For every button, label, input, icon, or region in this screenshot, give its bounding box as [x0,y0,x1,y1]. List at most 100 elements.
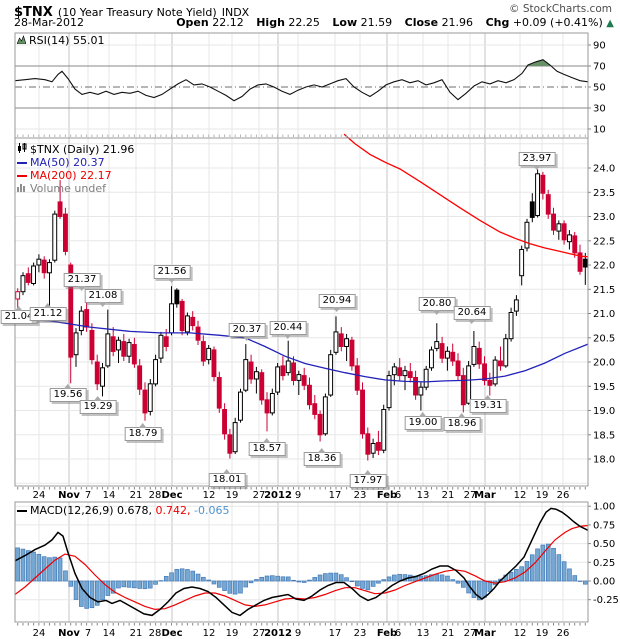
svg-text:22.0: 22.0 [593,261,615,272]
ma50-swatch-icon [17,161,27,164]
svg-text:23: 23 [354,628,367,639]
macd-legend-name: MACD(12,26,9) [30,504,114,517]
price-annotation: 17.97 [349,470,387,488]
open-value: 22.12 [212,16,244,29]
price-legend-label: $TNX (Daily) 21.96 [30,143,135,156]
quote-line: Open 22.12 High 22.25 Low 21.59 Close 21… [167,16,614,29]
macd-hist-value: -0.065 [194,504,230,517]
svg-text:17: 17 [329,490,342,501]
pointer-up-icon [457,413,466,418]
svg-text:30: 30 [593,104,606,115]
price-annotation: 20.44 [269,321,307,339]
svg-text:Mar: Mar [474,628,496,639]
svg-text:50: 50 [593,83,606,94]
svg-text:Feb: Feb [377,490,397,501]
svg-text:12: 12 [203,628,216,639]
svg-text:-0.25: -0.25 [593,595,619,606]
pointer-down-icon [77,286,86,291]
svg-text:23.5: 23.5 [593,188,615,199]
price-annotation: 20.94 [318,294,356,312]
svg-text:17: 17 [329,628,342,639]
price-annotation: 20.37 [228,323,266,341]
svg-text:1.00: 1.00 [593,502,615,513]
svg-text:0.25: 0.25 [593,558,615,569]
rsi-legend-label: RSI(14) 55.01 [29,34,105,47]
chart-date: 28-Mar-2012 [14,16,84,29]
svg-text:14: 14 [103,490,116,501]
svg-text:7: 7 [85,490,91,501]
price-annotation: 23.97 [518,152,556,170]
svg-text:9: 9 [295,628,301,639]
svg-text:23.0: 23.0 [593,212,615,223]
svg-text:12: 12 [514,628,527,639]
svg-text:13: 13 [417,628,430,639]
price-annotation: 18.96 [443,413,481,431]
svg-text:21.5: 21.5 [593,285,615,296]
svg-text:21.0: 21.0 [593,309,615,320]
svg-text:7: 7 [85,628,91,639]
high-value: 22.25 [288,16,320,29]
svg-text:13: 13 [417,490,430,501]
low-value: 21.59 [360,16,393,29]
chg-label: Chg [485,16,510,29]
pointer-down-icon [332,307,341,312]
svg-text:21: 21 [130,490,143,501]
price-annotation: 19.31 [469,395,507,413]
price-annotation: 18.01 [208,469,246,487]
chg-value: +0.09 (+0.41%) [512,16,603,29]
pointer-down-icon [432,310,441,315]
svg-text:19.0: 19.0 [593,406,615,417]
svg-text:22.5: 22.5 [593,236,615,247]
svg-text:18.5: 18.5 [593,430,615,441]
svg-text:26: 26 [557,628,570,639]
pointer-down-icon [242,336,251,341]
price-annotation: 18.79 [124,423,162,441]
ma50-legend-label: MA(50) 20.37 [30,156,105,169]
svg-text:27: 27 [464,628,477,639]
svg-text:20.5: 20.5 [593,333,615,344]
volume-bars-icon [17,182,27,195]
pointer-up-icon [262,438,271,443]
close-label: Close [404,16,439,29]
pointer-down-icon [532,165,541,170]
svg-text:Dec: Dec [161,628,182,639]
candlestick-icon [17,143,27,156]
rsi-legend: RSI(14) 55.01 [16,34,105,47]
symbol: $TNX [14,5,53,20]
macd-legend: MACD(12,26,9) 0.678, 0.742, -0.065 [17,504,230,517]
svg-text:19: 19 [536,490,549,501]
price-annotation: 18.57 [248,438,286,456]
svg-text:9: 9 [295,490,301,501]
svg-text:27: 27 [253,628,266,639]
price-annotation: 21.37 [63,273,101,291]
svg-text:26: 26 [557,490,570,501]
svg-text:Mar: Mar [474,490,496,501]
low-label: Low [332,16,358,29]
price-annotation: 19.56 [49,384,87,402]
svg-text:19.5: 19.5 [593,382,615,393]
volume-legend-label: Volume undef [30,182,106,195]
ma200-swatch-icon [17,174,27,177]
price-annotation: 19.29 [79,396,117,414]
macd-signal-value: 0.742, [155,504,191,517]
svg-text:28: 28 [149,490,162,501]
svg-text:23: 23 [354,490,367,501]
svg-text:70: 70 [593,62,606,73]
price-annotation: 18.36 [303,448,341,466]
price-annotation: 20.64 [453,306,491,324]
svg-text:Dec: Dec [161,490,182,501]
svg-text:24: 24 [33,628,46,639]
svg-text:14: 14 [103,628,116,639]
pointer-up-icon [138,423,147,428]
pointer-down-icon [98,302,107,307]
svg-text:10: 10 [593,125,606,136]
exchange: INDX [221,6,250,19]
svg-text:Nov: Nov [58,628,80,639]
svg-text:6: 6 [395,490,401,501]
pointer-up-icon [43,303,52,308]
svg-text:2012: 2012 [264,628,292,639]
pointer-down-icon [467,319,476,324]
svg-text:21: 21 [130,628,143,639]
